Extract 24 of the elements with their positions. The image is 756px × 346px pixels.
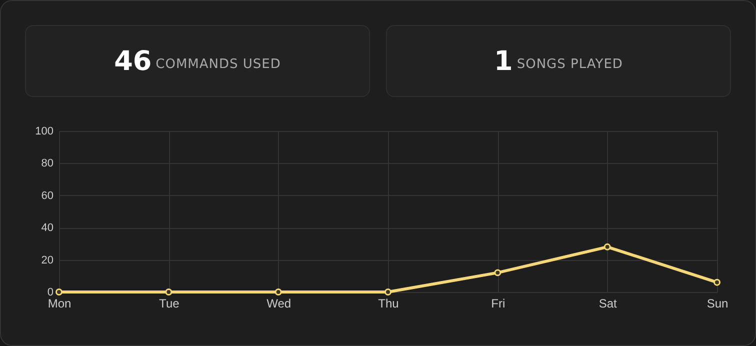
y-tick-label: 40	[41, 222, 54, 234]
point	[604, 243, 611, 250]
x-tick-label: Thu	[378, 296, 399, 310]
y-tick-label: 0	[47, 286, 54, 298]
x-tick-label: Tue	[159, 296, 180, 310]
text: 1	[494, 46, 513, 76]
x-tick-label: Mon	[48, 296, 72, 310]
text: SONGS PLAYED	[516, 56, 623, 72]
x-tick-label: Sun	[706, 296, 728, 310]
point	[494, 269, 502, 276]
y-tick-label: 20	[41, 254, 54, 266]
point	[165, 288, 172, 296]
point	[56, 288, 62, 296]
x-tick-label: Sat	[598, 296, 618, 310]
text: COMMANDS USED	[156, 56, 281, 72]
y-tick-label: 80	[41, 158, 54, 170]
y-tick-label: 60	[41, 190, 54, 202]
x-tick-label: Wed	[266, 296, 292, 310]
point	[274, 288, 282, 296]
point	[714, 278, 720, 286]
y-tick-label: 100	[35, 126, 54, 138]
point	[384, 288, 392, 296]
text: 46	[114, 46, 152, 76]
x-tick-label: Fri	[491, 296, 506, 310]
